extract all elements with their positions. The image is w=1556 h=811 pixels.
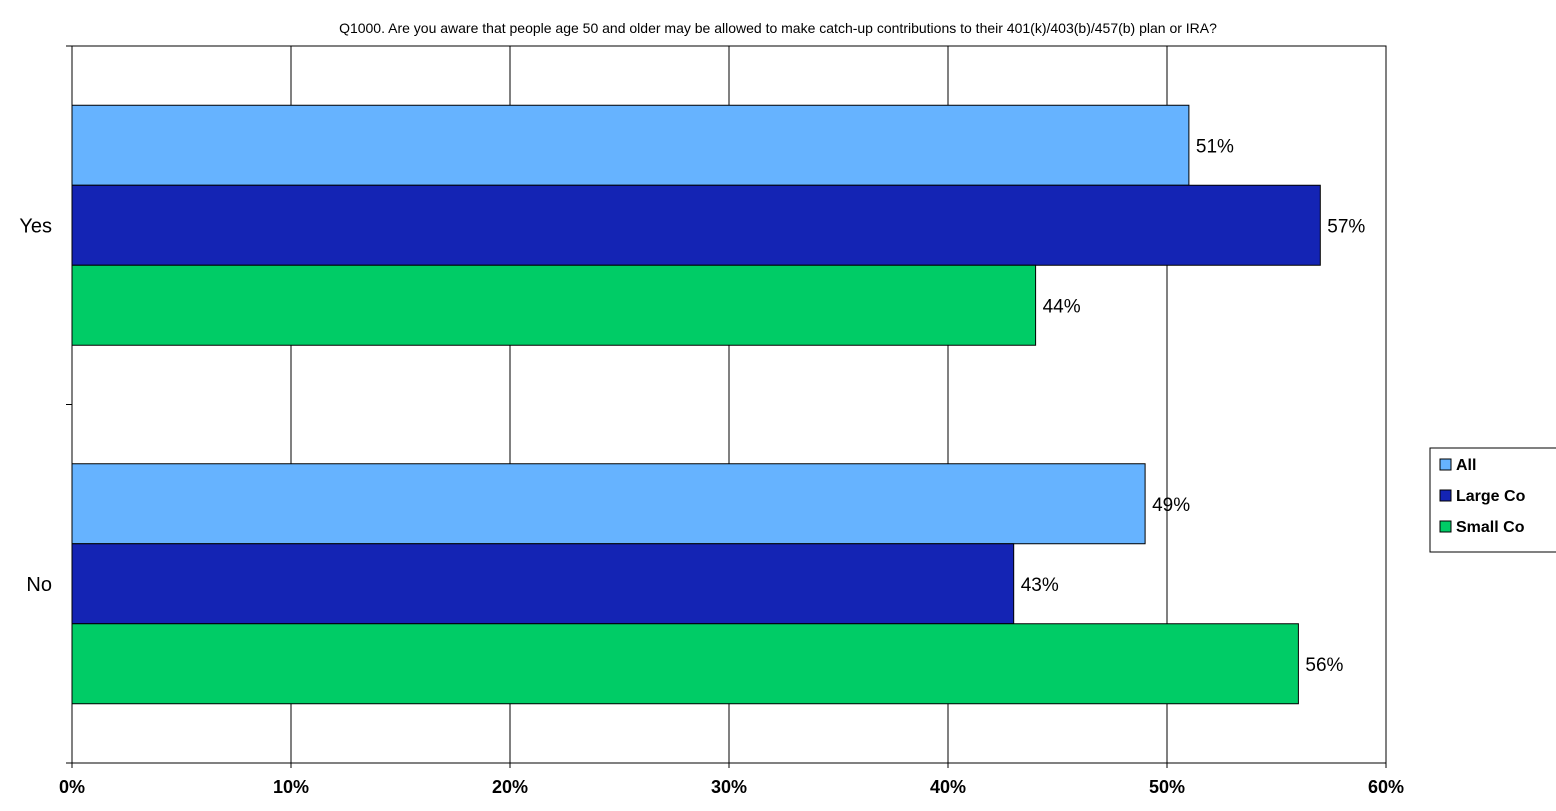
legend-swatch [1439,520,1452,533]
x-tick-label: 0% [59,777,85,797]
data-label: 56% [1305,655,1343,676]
x-tick-label: 50% [1149,777,1185,797]
category-label: No [26,574,52,596]
bar [71,463,1146,545]
bar [71,184,1321,266]
x-tick-label: 40% [930,777,966,797]
legend: All Large Co Small Co [1429,447,1556,553]
bars-layer [71,104,1321,705]
x-tick-label: 10% [273,777,309,797]
bar [71,104,1190,186]
x-tick-label: 20% [492,777,528,797]
data-label: 43% [1021,575,1059,596]
data-label: 44% [1043,296,1081,317]
chart-title: Q1000. Are you aware that people age 50 … [339,20,1217,36]
bar [71,623,1299,705]
category-label: Yes [19,215,52,237]
legend-swatch [1439,458,1452,471]
data-label: 51% [1196,136,1234,157]
legend-label: Small Co [1456,519,1525,536]
legend-swatch [1439,489,1452,502]
x-tick-label: 30% [711,777,747,797]
data-label: 57% [1327,216,1365,237]
labels-layer: 0% 10% 20% 30% 40% 50% 60% Yes 51% 57% 44% No 49% 43%… [19,136,1404,797]
axes-layer [66,45,1387,768]
legend-label: Large Co [1456,488,1526,505]
bar [71,543,1015,625]
x-tick-label: 60% [1368,777,1404,797]
bar [71,264,1037,346]
legend-label: All [1456,457,1476,474]
data-label: 49% [1152,495,1190,516]
